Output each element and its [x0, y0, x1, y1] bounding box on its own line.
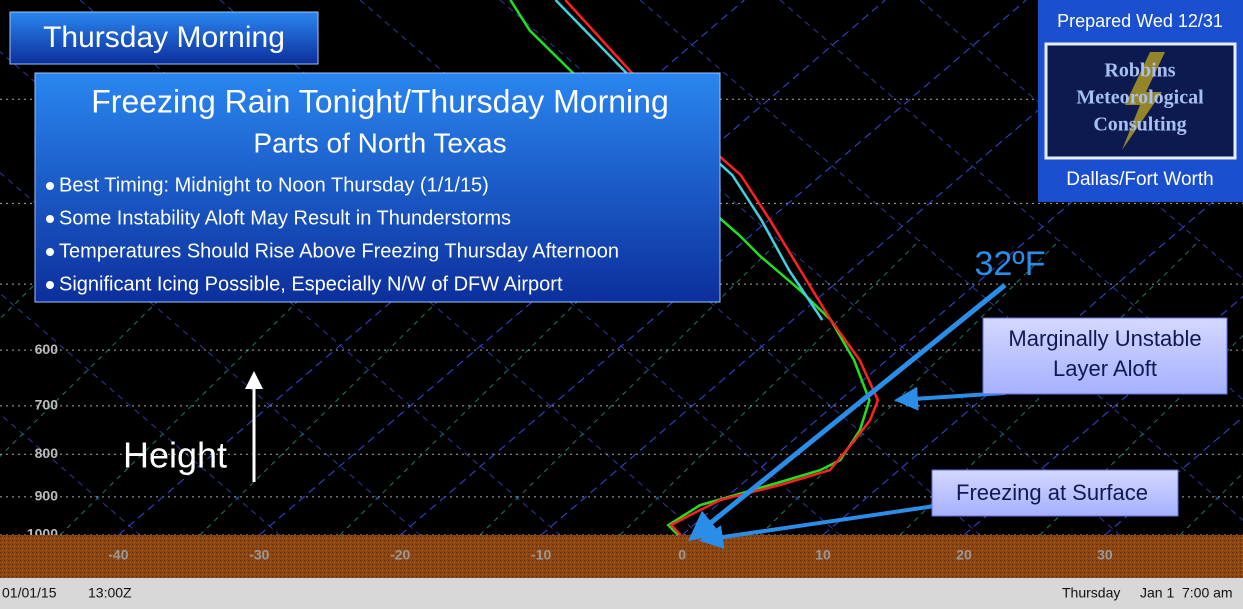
arrow — [699, 504, 936, 549]
logo-bolt — [1122, 52, 1165, 150]
logo-text: Robbins — [1104, 60, 1175, 82]
y-tick-label: 800 — [35, 445, 59, 461]
annotation: Height — [123, 435, 227, 476]
day: Thursday — [1062, 585, 1120, 601]
arrow — [688, 283, 1007, 542]
bullet: Significant Icing Possible, Especially N… — [59, 273, 563, 295]
panel-title: Thursday Morning — [43, 21, 285, 54]
adiabat — [0, 292, 281, 536]
bullet: Temperatures Should Rise Above Freezing … — [59, 240, 619, 262]
prepared: Prepared Wed 12/31 — [1057, 11, 1223, 31]
x-tick-label: -10 — [531, 547, 551, 563]
isotherm — [1104, 416, 1243, 536]
mixing-line — [0, 239, 81, 320]
bullets: Best Timing: Midnight to Noon Thursday (… — [46, 174, 619, 295]
isotherm — [399, 0, 1027, 536]
x-tick-label: 20 — [956, 547, 972, 563]
y-tick-label: 600 — [35, 341, 59, 357]
x-tick-label: -30 — [249, 547, 269, 563]
adiabat — [639, 0, 1243, 521]
isotherm — [118, 0, 745, 536]
annotation-box — [982, 317, 1228, 395]
logo-text: Consulting — [1093, 114, 1186, 136]
panel-title-box — [9, 11, 319, 65]
isotherm — [540, 0, 1168, 536]
x-ticks: -40 -30 -20 -10 0 10 20 30 — [108, 547, 1113, 563]
annotation: Freezing at Surface — [956, 480, 1148, 505]
bullet: Best Timing: Midnight to Noon Thursday (… — [59, 174, 489, 196]
profile-line — [554, 0, 824, 321]
isotherm — [681, 54, 1243, 536]
mixing-line — [1179, 472, 1243, 536]
y-tick-label: 900 — [35, 488, 59, 504]
location: Dallas/Fort Worth — [1066, 169, 1213, 190]
isotherm — [258, 0, 886, 536]
subtitle: Parts of North Texas — [253, 127, 506, 158]
info-box — [34, 72, 721, 303]
date: 01/01/15 — [2, 585, 57, 601]
ground — [0, 535, 1243, 578]
profile-line — [564, 0, 880, 536]
x-tick-label: -20 — [390, 547, 410, 563]
bullet-dot — [46, 281, 54, 289]
status-bar — [0, 578, 1243, 609]
mixing-line — [619, 239, 921, 536]
title: Freezing Rain Tonight/Thursday Morning — [91, 83, 668, 119]
logo-text: Meteorological — [1076, 87, 1204, 109]
adiabat — [0, 413, 141, 536]
y-tick-label: 700 — [35, 397, 59, 413]
local-time: 7:00 am — [1182, 585, 1233, 601]
bullet-dot — [46, 215, 54, 223]
day-date: Jan 1 — [1140, 585, 1174, 601]
x-tick-label: 30 — [1097, 547, 1113, 563]
isotherm — [822, 175, 1243, 536]
bullet-dot — [46, 182, 54, 190]
annotation: Marginally Unstable Layer Aloft — [1008, 326, 1201, 381]
x-tick-label: 0 — [678, 547, 686, 563]
mixing-line — [479, 239, 781, 536]
time: 13:00Z — [88, 585, 132, 601]
annotation-box — [931, 469, 1179, 517]
annotation: 32ºF — [974, 245, 1045, 283]
adiabat — [919, 0, 1243, 280]
bullet-dot — [46, 248, 54, 256]
bullet: Some Instability Aloft May Result in Thu… — [59, 207, 511, 229]
adiabat — [779, 0, 1243, 401]
isotherm — [963, 295, 1243, 536]
x-tick-label: 10 — [815, 547, 831, 563]
x-tick-label: -40 — [108, 547, 128, 563]
